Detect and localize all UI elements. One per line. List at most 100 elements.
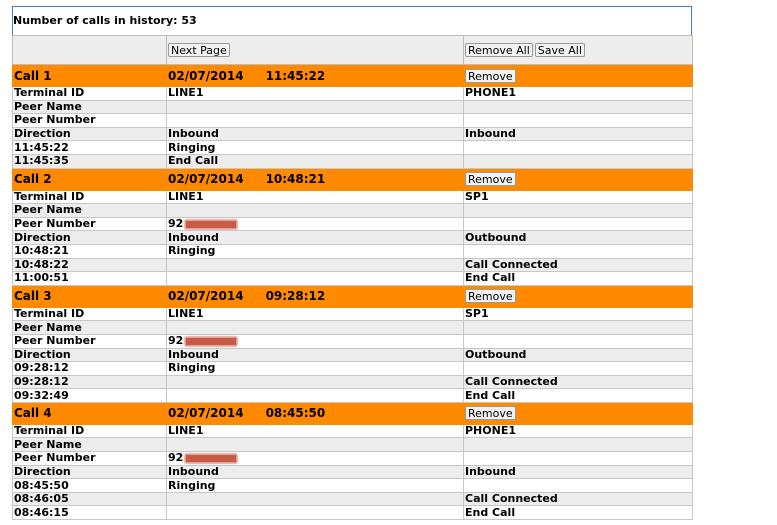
detail-label: 10:48:22 [12,257,167,273]
detail-label: Peer Number [12,113,167,128]
detail-row: 08:46:15 End Call [12,505,693,521]
call-datetime: 02/07/2014 11:45:22 [166,64,464,87]
detail-label: 11:00:51 [12,271,167,286]
cell-text: Peer Name [14,203,82,217]
detail-value: Inbound [166,230,464,245]
detail-row: 08:46:05 Call Connected [12,491,693,507]
call-date: 02/07/2014 [168,68,244,83]
call-title: Call 3 [12,284,167,308]
detail-extra: Call Connected [463,257,693,273]
detail-extra: Outbound [463,230,693,245]
cell-text: Outbound [465,230,527,244]
remove-call-button[interactable]: Remove [465,289,516,304]
cell-text: 09:32:49 [14,388,69,402]
detail-extra [463,216,693,232]
call-header-row: Call 4 02/07/2014 08:45:50 Remove [12,401,693,425]
detail-value [166,257,464,273]
cell-text: 92 [168,451,184,465]
detail-extra: End Call [463,271,693,286]
redaction-mark [185,219,238,229]
call-history-table: Next Page Remove All Save All Call 1 02/07… [12,35,693,521]
detail-label: Peer Number [12,333,167,349]
detail-extra: Call Connected [463,491,693,507]
history-count: Number of calls in history: 53 [12,6,692,35]
detail-extra [463,153,693,169]
call-title: Call 2 [12,167,167,191]
detail-row: Peer Number 92 [12,333,693,349]
detail-row: 11:00:51 End Call [12,271,693,286]
detail-extra: PHONE1 [463,423,693,439]
cell-text: End Call [465,505,516,519]
cell-text: Ringing [168,244,216,258]
cell-text: Call Connected [465,258,558,271]
remove-call-button[interactable]: Remove [465,68,516,83]
cell-text: 10:48:22 [14,258,69,271]
detail-row: Peer Number [12,113,693,128]
detail-extra [463,113,693,128]
cell-text: SP1 [465,307,489,321]
detail-value: 92 [166,333,464,349]
cell-text: Inbound [168,230,219,244]
toolbar-row: Next Page Remove All Save All [12,35,693,65]
detail-row: Terminal ID LINE1 PHONE1 [12,423,693,439]
cell-text: End Call [168,154,219,168]
detail-row: Peer Name [12,99,693,115]
detail-row: 11:45:22 Ringing [12,140,693,155]
save-all-button[interactable]: Save All [534,43,585,57]
detail-extra [463,320,693,335]
cell-text: PHONE1 [465,86,516,100]
cell-text: Peer Name [14,100,82,113]
remove-all-button[interactable]: Remove All [465,43,533,57]
detail-label: Terminal ID [12,189,167,205]
cell-text: Peer Number [14,113,96,127]
cell-text: Direction [14,348,71,361]
detail-extra: End Call [463,388,693,403]
detail-row: Terminal ID LINE1 SP1 [12,189,693,205]
detail-value: End Call [166,153,464,169]
call-time: 11:45:22 [265,68,326,83]
detail-label: 09:28:12 [12,361,167,376]
remove-call-button[interactable]: Remove [465,406,516,421]
cell-text: Ringing [168,140,216,154]
cell-text: Ringing [168,478,216,492]
call-date: 02/07/2014 [168,289,244,304]
cell-text: Direction [14,127,71,141]
detail-label: Peer Name [12,437,167,453]
detail-row: Direction Inbound Outbound [12,347,693,363]
cell-text: Peer Number [14,334,96,348]
detail-row: Peer Name [12,437,693,453]
next-page-button[interactable]: Next Page [168,43,230,57]
detail-row: 09:28:12 Ringing [12,361,693,376]
detail-label: 10:48:21 [12,243,167,259]
detail-value: Inbound [166,464,464,480]
detail-extra: SP1 [463,189,693,205]
cell-text: LINE1 [168,86,204,100]
cell-text: LINE1 [168,307,204,321]
cell-text: 09:28:12 [14,375,69,388]
detail-value: LINE1 [166,306,464,322]
cell-text: Ringing [168,361,216,375]
detail-row: 11:45:35 End Call [12,153,693,169]
detail-extra: Call Connected [463,374,693,390]
detail-extra: Outbound [463,347,693,363]
remove-call-button[interactable]: Remove [465,172,516,187]
call-title: Call 1 [12,64,167,87]
cell-text: 08:45:50 [14,478,69,492]
cell-text: Terminal ID [14,86,85,100]
detail-label: Terminal ID [12,423,167,439]
detail-value: 92 [166,216,464,232]
cell-text: Call Connected [465,375,558,388]
cell-text: 09:28:12 [14,361,69,375]
cell-text: PHONE1 [465,424,516,438]
detail-label: Peer Name [12,99,167,115]
detail-extra [463,333,693,349]
cell-text: LINE1 [168,424,204,438]
detail-row: 10:48:22 Call Connected [12,257,693,273]
detail-label: Direction [12,230,167,245]
cell-text: Peer Number [14,451,96,465]
detail-label: Direction [12,464,167,480]
detail-extra: SP1 [463,306,693,322]
call-date: 02/07/2014 [168,172,244,187]
detail-extra: Inbound [463,126,693,142]
detail-value: Inbound [166,347,464,363]
